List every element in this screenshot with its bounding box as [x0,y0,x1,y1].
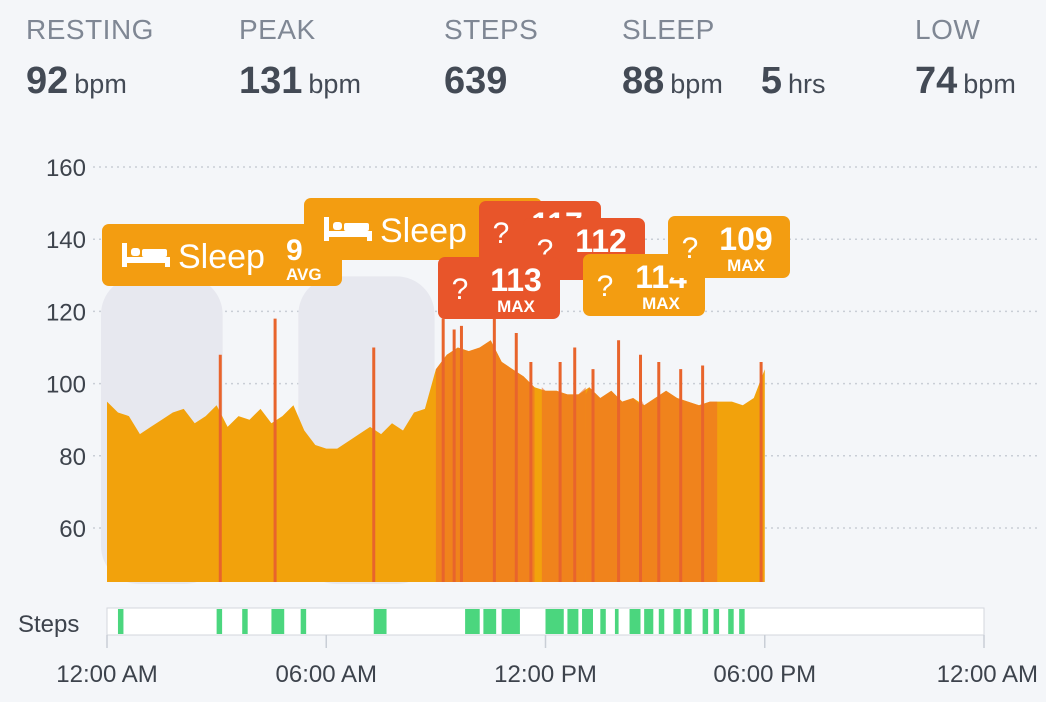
steps-segment [658,609,665,634]
stat-low-number: 74 [915,60,958,102]
stat-low: LOW 74 bpm [915,14,1016,103]
steps-segment [739,609,745,634]
bed-icon-blanket [142,249,167,257]
activity-badge-box [438,257,560,319]
y-tick-label: 100 [46,372,86,399]
activity-badge-box [668,216,790,278]
steps-segment [117,609,124,634]
stat-steps: STEPS 639 [444,14,538,103]
stat-sleep-unit: bpm [670,69,723,99]
activity-badge-value: 112 [575,223,627,259]
steps-segment [713,609,720,634]
activity-badge-value-label: MAX [727,256,765,275]
steps-segment [673,609,681,634]
stat-resting-label: RESTING [26,14,154,45]
steps-segment [728,609,734,634]
question-mark-icon: ? [493,217,510,250]
activity-period-band [541,387,586,582]
question-mark-icon: ? [597,270,614,303]
sleep-callout-label: Sleep [380,212,467,250]
stat-sleep-number: 88 [622,60,665,102]
y-tick-label: 120 [46,299,86,326]
x-tick-label: 06:00 AM [276,661,377,688]
steps-segment [644,609,654,634]
activity-period-band [435,340,535,582]
bed-icon [122,243,170,267]
steps-segment [600,609,606,634]
steps-segment [216,609,223,634]
stat-steps-number: 639 [444,60,508,102]
bed-icon-blanket [344,223,369,231]
steps-strip-label: Steps [18,611,79,638]
steps-segment [271,609,285,634]
question-mark-icon: ? [452,273,469,306]
steps-segment [567,609,579,634]
steps-segment [582,609,594,634]
stat-peak-label: PEAK [239,14,316,45]
bed-icon-pillow [131,248,140,256]
stat-peak-unit: bpm [308,69,361,99]
y-tick-label: 60 [59,516,86,543]
stat-peak: PEAK 131 bpm [239,14,361,103]
steps-segment [629,609,641,634]
steps-segment [465,609,480,634]
steps-segment [545,609,564,634]
bed-icon-foot [367,231,372,241]
stat-sleep-duration-unit: hrs [787,69,826,99]
activity-badge-value: 109 [719,221,772,257]
stat-sleep-value: 88 bpm 5 hrs [622,60,825,103]
steps-segment [684,609,692,634]
y-tick-label: 160 [46,155,86,182]
bed-icon-foot [165,257,170,267]
steps-segment [373,609,387,634]
x-tick-label: 12:00 AM [937,661,1038,688]
stat-resting: RESTING 92 bpm [26,14,154,103]
x-tick-label: 12:00 PM [494,661,597,688]
question-mark-icon: ? [682,232,699,265]
y-tick-label: 80 [59,444,86,471]
steps-segment [614,609,619,634]
bed-icon-frame [324,231,372,237]
steps-segment [483,609,497,634]
sleep-callout-value-label: AVG [286,265,322,284]
x-tick-label: 06:00 PM [713,661,816,688]
stat-low-unit: bpm [963,69,1016,99]
sleep-callout-box [102,224,342,286]
activity-badge-value-label: MAX [497,297,535,316]
bed-icon [324,217,372,241]
steps-segment [300,609,307,634]
activity-period-band [585,387,641,582]
x-tick-label: 12:00 AM [56,661,157,688]
activity-badge-value-label: MAX [642,294,680,313]
steps-segment [242,609,248,634]
stat-low-value: 74 bpm [915,60,1016,103]
bed-icon-post [324,217,329,241]
activity-badge-value: 113 [490,262,542,298]
steps-segment [501,609,520,634]
stat-peak-value: 131 bpm [239,60,361,103]
y-tick-label: 140 [46,227,86,254]
stat-sleep: SLEEP 88 bpm 5 hrs [622,14,825,103]
stat-sleep-duration: 5 [760,60,782,102]
activity-period-band [640,390,718,582]
bed-icon-post [122,243,127,267]
stat-low-label: LOW [915,14,981,45]
stat-resting-number: 92 [26,60,69,102]
stat-sleep-label: SLEEP [622,14,715,45]
bed-icon-pillow [333,222,342,230]
sleep-callout-value: 9 [286,234,303,267]
stat-steps-value: 639 [444,60,538,103]
bed-icon-frame [122,257,170,263]
stat-peak-number: 131 [239,60,303,102]
stat-resting-unit: bpm [74,69,127,99]
stat-resting-value: 92 bpm [26,60,154,103]
sleep-callout-label: Sleep [178,238,265,276]
steps-segment [702,609,709,634]
stat-steps-label: STEPS [444,14,539,45]
